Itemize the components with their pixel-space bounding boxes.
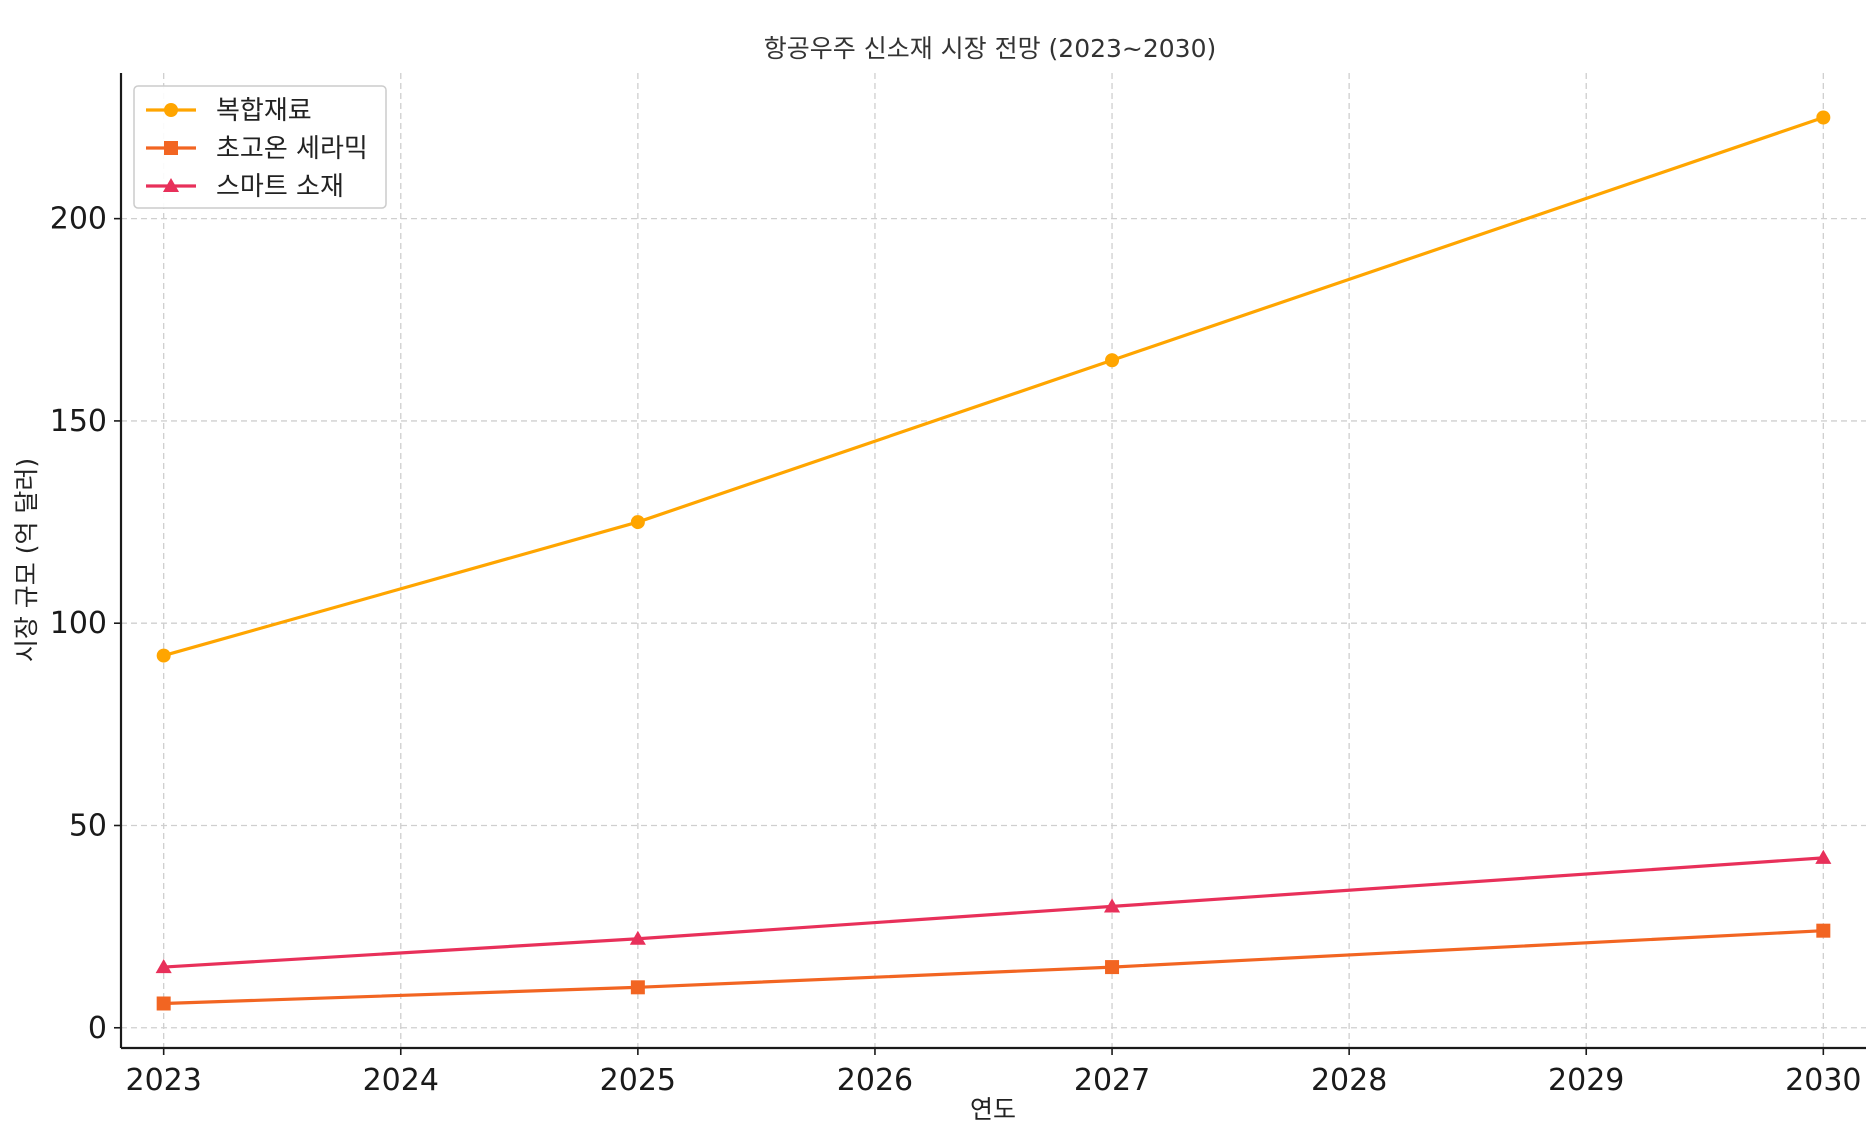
legend-marker xyxy=(162,177,180,193)
x-tick-label: 2023 xyxy=(125,1063,201,1098)
y-tick-label: 200 xyxy=(50,202,107,237)
x-tick-label: 2029 xyxy=(1548,1063,1624,1098)
legend-marker xyxy=(164,103,178,117)
axes xyxy=(119,73,1866,1050)
series-2 xyxy=(156,923,1831,1011)
legend-entry: 복합재료 xyxy=(146,96,312,126)
tick-labels: 2023 2024 2025 2026 2027 2028 2029 2030 0 50 100 15… xyxy=(50,202,1862,1098)
series-3 xyxy=(155,849,1832,974)
series-line xyxy=(163,115,1824,658)
y-tick-label: 0 xyxy=(88,1011,107,1046)
legend-box xyxy=(133,85,387,209)
chart-title: 항공우주 신소재 시장 전망 (2023~2030) xyxy=(764,34,1217,63)
data-point xyxy=(1105,960,1120,975)
x-tick-label: 2026 xyxy=(837,1063,913,1098)
series-line xyxy=(163,929,1824,1006)
x-tick-label: 2024 xyxy=(363,1063,439,1098)
y-tick-label: 150 xyxy=(50,404,107,439)
y-tick-label: 100 xyxy=(50,606,107,641)
series-line xyxy=(163,856,1824,969)
data-point xyxy=(156,648,171,663)
data-point xyxy=(629,930,646,945)
data-point xyxy=(1103,898,1121,913)
gridlines xyxy=(121,73,1866,1048)
legend-label: 복합재료 xyxy=(216,96,312,126)
data-point xyxy=(630,515,645,530)
data-point xyxy=(1105,353,1120,368)
data-point xyxy=(156,996,171,1011)
legend-entry: 초고온 세라믹 xyxy=(146,134,368,164)
y-axis-label: 시장 규모 (억 달러) xyxy=(12,458,41,662)
legend-label: 초고온 세라믹 xyxy=(216,134,368,164)
y-tick-label: 50 xyxy=(69,808,107,843)
series-layer xyxy=(155,110,1832,1011)
series-1 xyxy=(156,110,1831,663)
x-tick-label: 2030 xyxy=(1785,1063,1861,1098)
legend-entry: 스마트 소재 xyxy=(146,172,344,202)
data-point xyxy=(155,959,172,974)
x-tick-label: 2028 xyxy=(1311,1063,1387,1098)
data-point xyxy=(1816,110,1831,125)
data-point xyxy=(1816,923,1831,938)
x-tick-label: 2027 xyxy=(1074,1063,1150,1098)
data-point xyxy=(630,980,645,995)
data-point xyxy=(1815,849,1832,864)
x-tick-label: 2025 xyxy=(600,1063,676,1098)
legend-marker xyxy=(164,141,178,155)
legend-label: 스마트 소재 xyxy=(216,172,344,202)
x-axis-label: 연도 xyxy=(970,1095,1016,1124)
